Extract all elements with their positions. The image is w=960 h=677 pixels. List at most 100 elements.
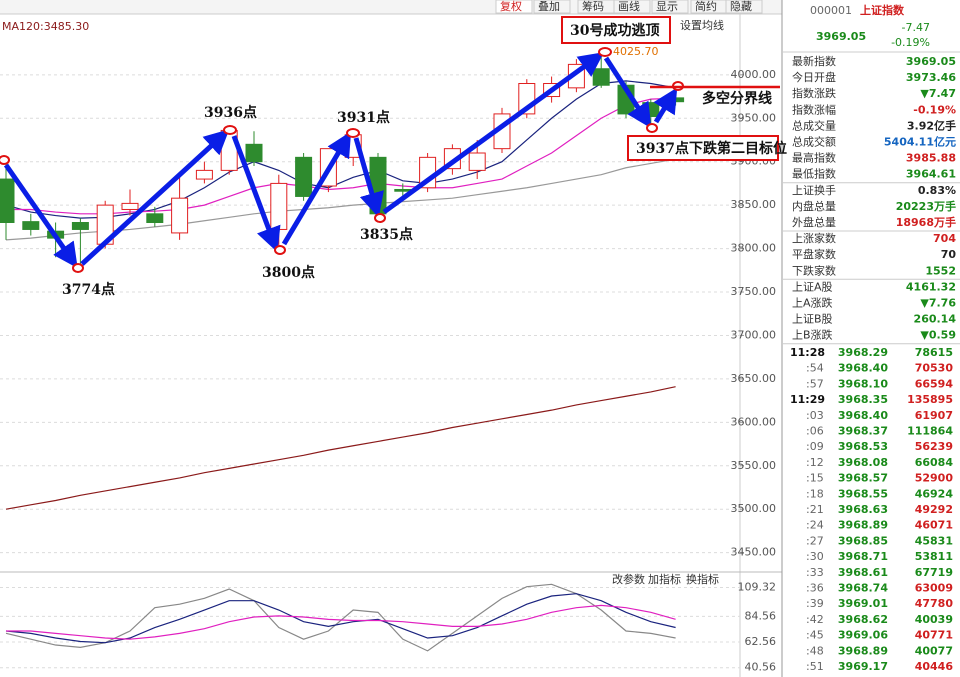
y-tick-label: 4000.00 (731, 68, 777, 81)
circle (346, 128, 360, 138)
tick-time: :45 (806, 629, 824, 642)
arrow (653, 87, 678, 124)
tick-price: 3968.10 (838, 377, 888, 390)
toolbar-label: 筹码 (582, 0, 604, 13)
tick-time: :12 (806, 456, 824, 469)
quote-name: 上证指数 (860, 3, 905, 17)
tick-time: :36 (806, 582, 824, 595)
indicator-button[interactable]: 换指标 (686, 572, 719, 586)
tick-volume: 40446 (915, 660, 954, 673)
quote-label: 指数涨幅 (792, 102, 836, 116)
tick-volume: 46924 (915, 487, 954, 500)
arrow (603, 56, 652, 129)
tick-volume: 70530 (915, 362, 954, 375)
y-tick-label: 3700.00 (731, 328, 777, 341)
toolbar-button[interactable] (495, 0, 533, 14)
tick-price: 3968.71 (838, 550, 888, 563)
arrow (80, 129, 230, 266)
tick-price: 3968.29 (838, 346, 888, 359)
quote-label: 平盘家数 (792, 247, 836, 261)
tick-volume: 67719 (915, 566, 953, 579)
quote-label: 指数涨跌 (792, 86, 836, 100)
quote-label: 上涨家数 (792, 231, 836, 245)
candle-body (22, 221, 40, 230)
toolbar-label: 复权 (500, 0, 522, 13)
quote-label: 总成交额 (792, 135, 836, 149)
quote-label: 最新指数 (792, 54, 836, 68)
series-line (6, 97, 676, 215)
candle-body (121, 202, 139, 210)
annotation: 3774点 (62, 281, 115, 298)
quote-label: 今日开盘 (792, 70, 836, 84)
arrows (3, 52, 678, 269)
candle-body (146, 213, 164, 223)
quote-value: 260.14 (914, 313, 957, 326)
circle (598, 47, 612, 57)
tick-time: :24 (806, 519, 824, 532)
tick-volume: 111864 (907, 425, 953, 438)
quote-value: 704 (933, 232, 956, 245)
y-tick-label: 40.56 (745, 661, 777, 674)
toolbar-button[interactable] (533, 0, 571, 14)
right-panel: 000001 上证指数 3969.05 -7.47 -0.19% 最新指数 3969.05 今… (783, 3, 960, 673)
quote-value: 0.83% (918, 184, 956, 197)
tick-time: :18 (806, 487, 824, 500)
quote-value: 3985.88 (906, 152, 956, 165)
tick-time: :15 (806, 472, 824, 485)
arrow (231, 135, 281, 253)
tick-price: 3969.01 (838, 597, 888, 610)
quote-label: 下跌家数 (792, 263, 836, 277)
quote-value: ▼7.47 (920, 87, 956, 100)
tick-price: 3968.62 (838, 613, 888, 626)
circle (223, 125, 237, 135)
tick-price: 3968.53 (838, 440, 888, 453)
indicator-button[interactable]: 加指标 (648, 572, 681, 586)
quote-value: 20223万手 (896, 199, 956, 213)
quote-change: -7.47 (902, 21, 930, 34)
toolbar-button[interactable] (725, 0, 763, 14)
tick-volume: 63009 (915, 582, 953, 595)
indicator-button[interactable]: 改参数 (612, 572, 645, 586)
tick-time: :06 (806, 425, 824, 438)
y-tick-label: 3650.00 (731, 372, 777, 385)
quote-value: 1552 (925, 264, 956, 277)
quote-label: 上证换手 (792, 183, 836, 197)
tick-price: 3968.35 (838, 393, 888, 406)
y-tick-label: 62.56 (745, 635, 777, 648)
annotation: 3937点下跌第二目标位 (636, 140, 787, 157)
annotation: 3931点 (337, 109, 390, 126)
tick-time: :09 (806, 440, 824, 453)
tick-time: :39 (806, 597, 824, 610)
candle-body (270, 182, 288, 230)
circle (646, 123, 658, 133)
toolbar-button[interactable] (613, 0, 651, 14)
tick-price: 3968.57 (838, 472, 888, 485)
tick-time: 11:28 (790, 346, 825, 359)
annotations: 3774点 3936点 3800点 3931点 3835点 30号成功逃顶 3937点下跌第… (0, 16, 787, 298)
quote-label: 总成交量 (792, 118, 836, 132)
tick-volume: 135895 (907, 393, 953, 406)
tick-volume: 46071 (915, 519, 953, 532)
quote-value: 3969.05 (906, 55, 956, 68)
tick-time: :51 (806, 660, 824, 673)
quote-label: 内盘总量 (792, 199, 836, 213)
tick-volume: 66594 (915, 377, 954, 390)
annotation-box (627, 135, 779, 161)
tick-volume: 40039 (915, 613, 953, 626)
tick-time: :33 (806, 566, 824, 579)
annotation: 3835点 (360, 226, 413, 243)
tick-volume: 47780 (915, 597, 954, 610)
candle-body (592, 68, 610, 86)
quote-label: 上A涨跌 (792, 296, 833, 310)
y-tick-label: 3800.00 (731, 242, 777, 255)
toolbar-label: 叠加 (538, 0, 560, 13)
toolbar-button[interactable] (651, 0, 689, 14)
right-panel-bg (783, 0, 960, 677)
annotation: 30号成功逃顶 (570, 22, 659, 39)
tick-volume: 56239 (915, 440, 953, 453)
tick-price: 3968.61 (838, 566, 888, 579)
quote-price: 3969.05 (816, 30, 866, 43)
main-chart: 4000.003950.003900.003850.003800.003750.… (0, 0, 776, 559)
tick-price: 3968.37 (838, 425, 888, 438)
